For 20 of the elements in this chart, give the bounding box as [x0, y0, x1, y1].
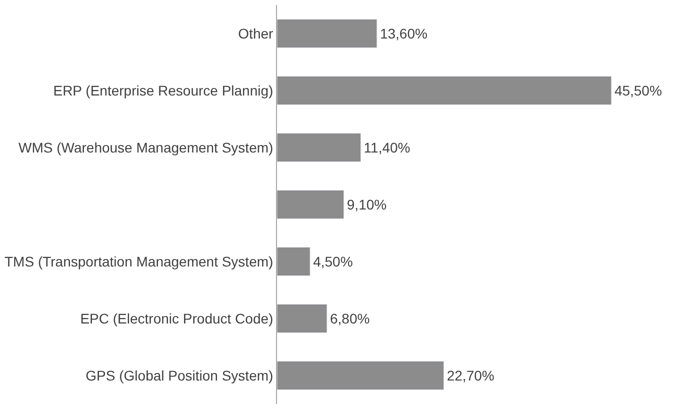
- data-label: 22,70%: [446, 368, 494, 384]
- y-tick-label: Other: [238, 25, 274, 42]
- bar: [277, 361, 444, 390]
- bar: [277, 304, 328, 333]
- y-tick-label: WMS (Warehouse Management System): [18, 139, 274, 156]
- y-tick-label: EPC (Electronic Product Code): [80, 310, 274, 326]
- bar: [277, 76, 612, 105]
- data-label: 9,10%: [346, 196, 387, 212]
- y-tick-label: GPS (Global Position System): [86, 367, 274, 384]
- data-label: 45,50%: [614, 82, 662, 98]
- bar: [277, 190, 344, 219]
- bar: [277, 247, 310, 276]
- data-label: 11,40%: [364, 140, 410, 156]
- y-tick-label: ERP (Enterprise Resource Plannig): [53, 82, 274, 98]
- y-tick-label: TMS (Transportation Management System): [4, 253, 274, 270]
- data-label: 13,60%: [380, 26, 428, 42]
- bar: [277, 19, 378, 48]
- data-label: 6,80%: [330, 310, 370, 326]
- bar: [277, 133, 362, 162]
- data-label: 4,50%: [313, 254, 353, 270]
